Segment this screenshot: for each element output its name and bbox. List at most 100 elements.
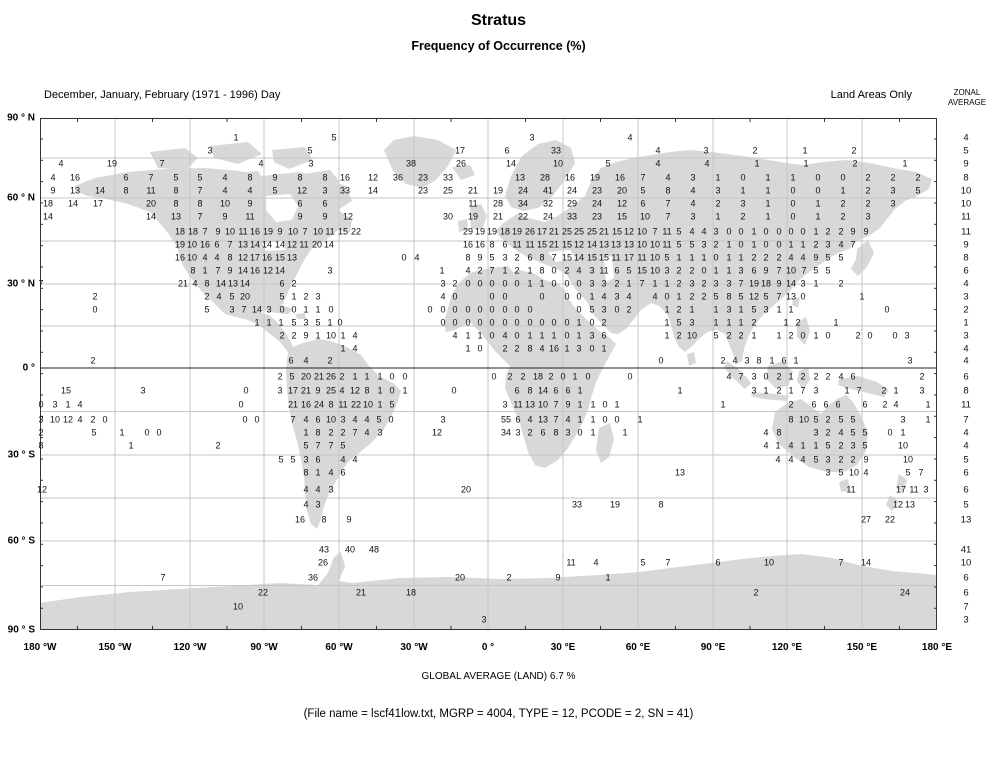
grid-value: 3: [515, 427, 521, 438]
grid-value: 4: [364, 427, 370, 438]
grid-value: 2: [825, 226, 831, 237]
grid-value: 1: [465, 330, 471, 341]
grid-value: 1: [119, 427, 125, 438]
grid-value: 14: [586, 239, 598, 250]
grid-value: 8: [197, 198, 203, 209]
grid-value: 4: [732, 355, 738, 366]
grid-value: 2: [520, 371, 526, 382]
grid-value: 11: [637, 252, 647, 263]
grid-value: 2: [720, 355, 726, 366]
grid-value: 6: [123, 172, 129, 183]
grid-value: 3: [740, 198, 746, 209]
grid-value: 12: [296, 185, 308, 196]
grid-value: 25: [561, 226, 573, 237]
grid-value: 2: [676, 265, 682, 276]
grid-value: 10: [186, 252, 198, 263]
grid-value: 9: [50, 185, 56, 196]
grid-value: 3: [825, 454, 831, 465]
grid-value: 4: [77, 399, 83, 410]
grid-value: 2: [514, 265, 520, 276]
grid-value: 1: [340, 343, 346, 354]
grid-value: 8: [322, 172, 328, 183]
grid-value: 3: [713, 226, 719, 237]
grid-value: 4: [352, 414, 358, 425]
zonal-average-value: 6: [963, 467, 969, 479]
grid-value: 4: [838, 371, 844, 382]
grid-value: 16: [564, 172, 576, 183]
grid-value: 0: [658, 355, 664, 366]
grid-value: 11: [512, 239, 522, 250]
grid-value: 7: [315, 440, 321, 451]
grid-value: 19: [467, 211, 479, 222]
grid-value: 7: [665, 557, 671, 568]
land-areas-label: Land Areas Only: [830, 89, 912, 101]
grid-value: 1: [605, 572, 611, 583]
grid-value: 11: [846, 484, 856, 495]
grid-value: 23: [417, 172, 429, 183]
grid-value: 5: [229, 291, 235, 302]
grid-value: 15: [616, 211, 628, 222]
grid-value: 32: [542, 198, 554, 209]
grid-value: 1: [689, 304, 695, 315]
zonal-average-value: 4: [963, 132, 969, 144]
grid-value: 4: [652, 291, 658, 302]
zonal-average-value: 8: [963, 172, 969, 184]
grid-value: 1: [377, 385, 383, 396]
grid-value: 5: [640, 557, 646, 568]
grid-value: 2: [753, 587, 759, 598]
grid-value: 13: [537, 414, 549, 425]
grid-value: 2: [564, 265, 570, 276]
grid-value: 13: [598, 239, 610, 250]
grid-value: 17: [895, 484, 907, 495]
grid-value: 13: [785, 291, 797, 302]
grid-value: 3: [689, 317, 695, 328]
hudson-bay: [266, 194, 298, 222]
grid-value: 0: [627, 371, 633, 382]
grid-value: 7: [800, 385, 806, 396]
grid-value: 18: [174, 226, 186, 237]
grid-value: 1: [572, 371, 578, 382]
grid-value: 0: [815, 185, 821, 196]
grid-value: 1: [715, 172, 721, 183]
grid-value: 0: [602, 414, 608, 425]
grid-value: 6: [640, 198, 646, 209]
grid-value: 2: [813, 239, 819, 250]
zonal-average-header-line2: AVERAGE: [947, 98, 987, 107]
grid-value: 5: [825, 252, 831, 263]
grid-value: 17: [454, 145, 466, 156]
lon-tick-label: 60 °W: [325, 642, 353, 653]
grid-value: 1: [726, 239, 732, 250]
grid-value: 11: [338, 399, 348, 410]
grid-value: 5: [376, 414, 382, 425]
grid-value: 20: [300, 371, 312, 382]
zonal-average-value: 3: [963, 614, 969, 626]
grid-value: 0: [38, 399, 44, 410]
grid-value: 8: [328, 399, 334, 410]
grid-value: 3: [481, 614, 487, 625]
grid-value: 1: [925, 399, 931, 410]
grid-value: 14: [505, 158, 517, 169]
grid-value: 3: [890, 198, 896, 209]
grid-value: 1: [715, 211, 721, 222]
grid-value: 5: [303, 440, 309, 451]
grid-value: 1: [551, 330, 557, 341]
grid-value: 4: [763, 427, 769, 438]
grid-value: 20: [616, 185, 628, 196]
grid-value: 0: [401, 252, 407, 263]
grid-value: 1: [576, 317, 582, 328]
grid-value: 4: [863, 467, 869, 478]
grid-value: 2: [514, 343, 520, 354]
grid-value: 41: [542, 185, 554, 196]
grid-value: 11: [299, 239, 309, 250]
grid-value: 1: [776, 330, 782, 341]
grid-value: 0: [144, 427, 150, 438]
grid-value: 20: [311, 239, 323, 250]
grid-value: 7: [328, 440, 334, 451]
grid-value: 12: [342, 211, 354, 222]
grid-value: 3: [565, 427, 571, 438]
grid-value: 0: [577, 427, 583, 438]
grid-value: 1: [844, 385, 850, 396]
grid-value: 4: [601, 291, 607, 302]
grid-value: 3: [440, 414, 446, 425]
zonal-average-value: 11: [961, 211, 971, 223]
